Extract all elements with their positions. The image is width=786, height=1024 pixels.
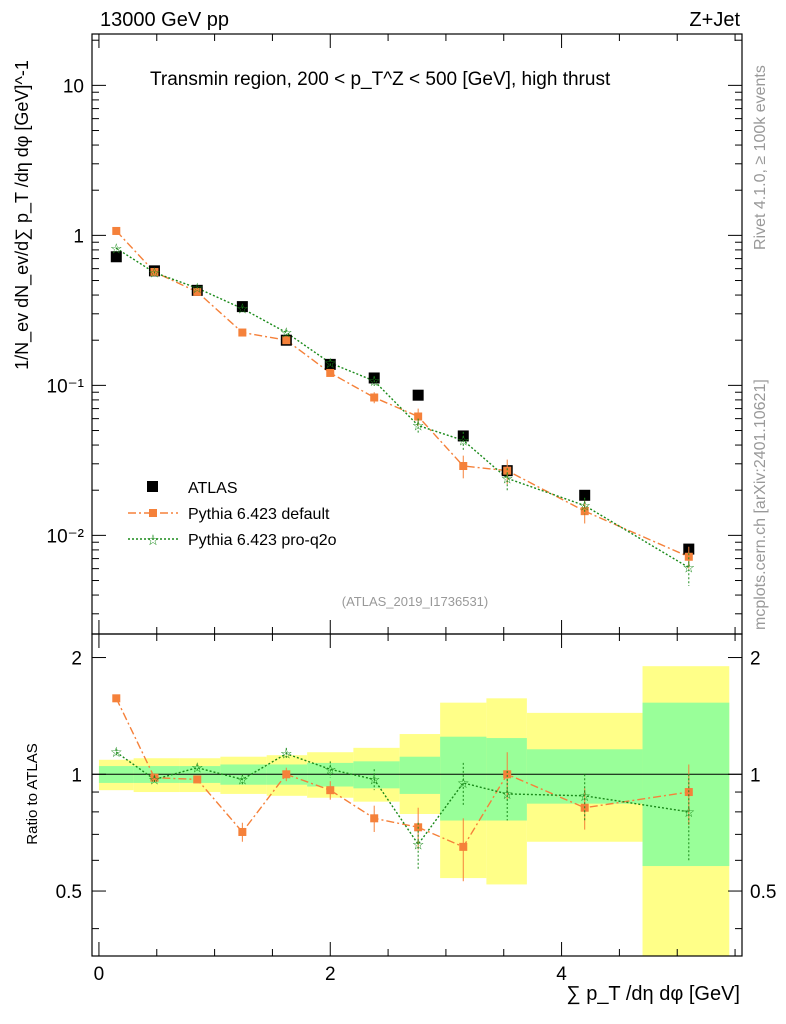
legend-label-default: Pythia 6.423 default [188,506,330,523]
default-point [370,393,379,402]
ratio-default-point [326,786,335,795]
ratio-proq2o-point: ☆ [457,775,470,791]
ratio-default-point [193,775,202,784]
default-point [326,368,335,377]
ratio-proq2o-point: ☆ [578,788,591,804]
ratio-default-line [115,698,689,848]
x-tick-label: 2 [325,964,336,985]
proq2o-point: ☆ [191,280,204,296]
ratio-default-point [238,827,247,836]
ratio-y-tick-label-right: 1 [750,765,761,786]
ratio-y-tick-label-right: 2 [750,649,761,670]
legend-label-atlas: ATLAS [188,480,238,497]
header-left: 13000 GeV pp [100,9,229,31]
ratio-y-label: Ratio to ATLAS [24,743,41,844]
atlas-point [412,389,424,401]
ratio-proq2o-point: ☆ [110,744,123,760]
atlas-point [579,489,591,501]
ratio-y-tick-label-left: 1 [71,765,82,786]
ratio-y-tick-label-left: 0.5 [56,882,82,903]
ratio-proq2o-point: ☆ [148,771,161,787]
proq2o-point: ☆ [280,325,293,341]
main-y-label: 1/N_ev dN_ev/d∑ p_T /dη dφ [GeV]^-1 [12,60,33,370]
header-right: Z+Jet [689,9,740,31]
y-tick-label: 1 [73,226,84,247]
ratio-proq2o-point: ☆ [683,804,696,820]
proq2o-point: ☆ [324,355,337,371]
proq2o-line [115,247,690,569]
proq2o-point: ☆ [457,432,470,448]
band-inner [440,736,487,821]
ratio-y-tick-label-left: 2 [71,649,82,670]
proq2o-point: ☆ [683,560,696,576]
ratio-y-tick-label-right: 0.5 [750,882,776,903]
proq2o-point: ☆ [236,301,249,317]
legend-marker-atlas [147,481,158,492]
ratio-default-point [370,814,379,823]
ratio-proq2o-point: ☆ [368,771,381,787]
proq2o-point: ☆ [110,240,123,256]
proq2o-point: ☆ [501,470,514,486]
x-tick-label: 4 [556,964,567,985]
ratio-proq2o-point: ☆ [324,761,337,777]
ratio-default-point [282,770,291,779]
ratio-proq2o-point: ☆ [280,746,293,762]
band-inner [399,756,441,794]
default-point [282,336,291,345]
ratio-proq2o-line [115,751,689,846]
proq2o-point: ☆ [368,373,381,389]
main-panel: 10 1 10⁻¹ 10⁻² ☆ ☆ ☆ ☆ ☆ ☆ ☆ ☆ ☆ ☆ ☆ ☆ Transmin region… [12,33,743,635]
legend-marker-proq2o: ☆ [146,532,159,549]
default-point [459,462,468,471]
side-mcplots: mcplots.cern.ch [arXiv:2401.10621] [752,379,769,630]
default-point [414,412,423,421]
ratio-proq2o-point: ☆ [501,786,514,802]
ratio-default-point [112,694,121,703]
x-tick-label: 0 [94,964,105,985]
atlas-point [110,251,122,263]
ratio-default-point [503,770,512,779]
y-tick-label: 10 [63,76,84,97]
proq2o-point: ☆ [148,265,161,281]
default-point [503,466,512,475]
default-point [193,287,202,296]
ratio-proq2o-point: ☆ [191,760,204,776]
legend-label-proq2o: Pythia 6.423 pro-q2o [188,532,337,549]
default-point [112,226,121,235]
y-tick-label: 10⁻¹ [47,376,85,397]
ratio-default-point [459,842,468,851]
default-point [238,328,247,337]
legend-marker-default [149,509,157,517]
ratio-proq2o-point: ☆ [236,771,249,787]
watermark: (ATLAS_2019_I1736531) [342,594,488,609]
band-inner [486,738,527,821]
default-line [115,230,690,558]
legend: ATLAS Pythia 6.423 default ☆ Pythia 6.42… [128,480,337,549]
band-inner [642,702,730,867]
proq2o-point: ☆ [412,418,425,434]
ratio-panel: ☆ ☆ ☆ ☆ ☆ ☆ ☆ ☆ ☆ ☆ ☆ ☆ 0.5 0.5 1 1 2 2 0 2 4 Ratio to ATLA… [24,633,776,1005]
ratio-frame [91,633,743,957]
proq2o-point: ☆ [578,498,591,514]
y-tick-label: 10⁻² [47,526,85,547]
ratio-proq2o-point: ☆ [412,836,425,852]
x-axis-label: ∑ p_T /dη dφ [GeV] [566,983,740,1005]
main-title: Transmin region, 200 < p_T^Z < 500 [GeV]… [150,69,611,90]
side-rivet: Rivet 4.1.0, ≥ 100k events [752,65,769,250]
default-point [684,552,693,561]
